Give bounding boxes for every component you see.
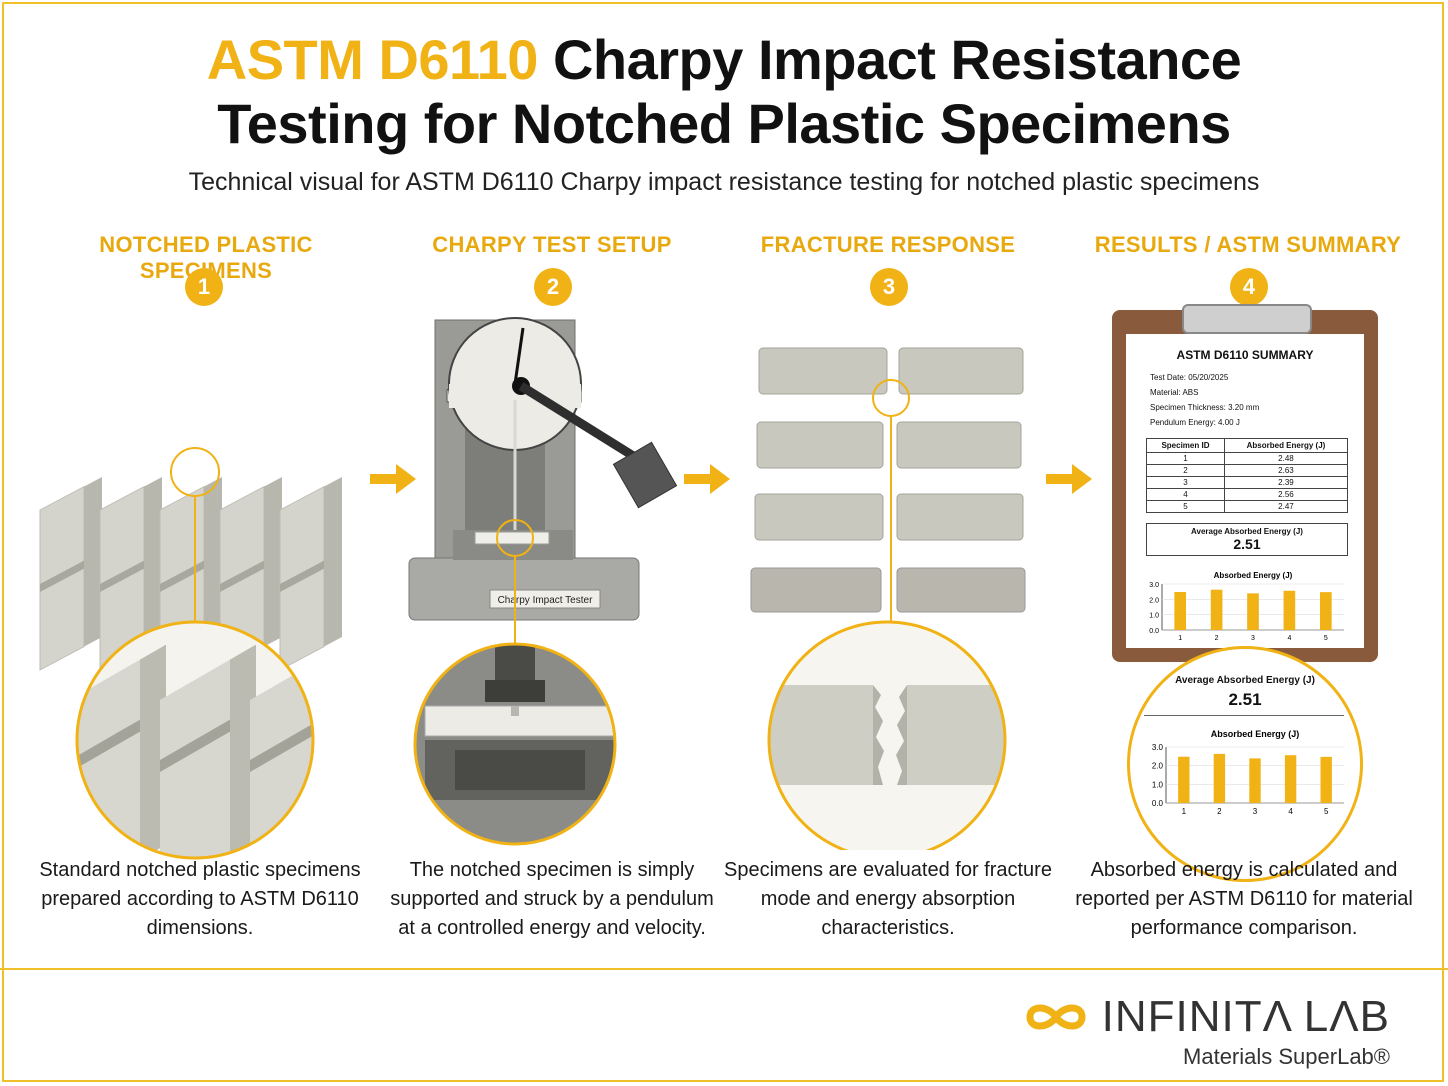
average-label: Average Absorbed Energy (J) [1191, 527, 1303, 536]
small-bar-chart: Absorbed Energy (J) 3.0 2.0 1.0 0.0 1 2 3 4 5 [1149, 571, 1344, 642]
fracture-illustration [750, 347, 1026, 850]
x-tick-label: 1 [1182, 807, 1187, 816]
x-tick-label: 5 [1324, 635, 1328, 642]
chart-title: Absorbed Energy (J) [1214, 571, 1293, 580]
step-4-number: 4 [1230, 268, 1268, 306]
zoom-average-value: 2.51 [1228, 690, 1262, 709]
step-3-caption: Specimens are evaluated for fracture mod… [724, 859, 1052, 939]
table-header-row: Specimen ID Absorbed Energy (J) [1146, 438, 1349, 453]
fractured-specimens [750, 347, 1026, 613]
table-header-absorbed-energy: Absorbed Energy (J) [1223, 438, 1349, 453]
x-tick-label: 1 [1178, 635, 1182, 642]
bar [1210, 589, 1223, 630]
table-row: 1 2.48 [1146, 452, 1349, 465]
average-box: Average Absorbed Energy (J) 2.51 [1146, 523, 1348, 556]
table-row: 2 2.63 [1146, 464, 1349, 477]
summary-material: Material: ABS [1150, 388, 1199, 397]
step-2-number: 2 [534, 268, 572, 306]
summary-heading: ASTM D6110 SUMMARY [1176, 348, 1314, 362]
step-4-label: RESULTS / ASTM SUMMARY [1094, 232, 1402, 257]
infinity-icon [1026, 1004, 1086, 1030]
notch-zoom-circle [75, 620, 315, 860]
summary-thickness: Specimen Thickness: 3.20 mm [1150, 403, 1260, 412]
arrow-right-icon [1046, 464, 1092, 494]
y-tick-label: 0.0 [1149, 628, 1159, 635]
specimen-bars [39, 477, 342, 671]
bar [1320, 756, 1332, 803]
bar [1319, 592, 1332, 630]
clipboard-clip [1182, 304, 1312, 334]
title-accent: ASTM D6110 [206, 28, 539, 91]
y-tick-label: 1.0 [1149, 613, 1159, 620]
clipboard: ASTM D6110 SUMMARY Test Date: 05/20/2025… [1112, 304, 1378, 662]
pendulum-hammer [612, 441, 678, 509]
brand-logo: INFINITΛ LΛB Materials SuperLab® [1024, 992, 1390, 1070]
step-2-caption: The notched specimen is simply supported… [390, 859, 714, 939]
fracture-zoom-circle [767, 620, 1007, 850]
step-3-label: FRACTURE RESPONSE [760, 232, 1016, 257]
fracture-highlight [872, 379, 910, 417]
summary-test-date: Test Date: 05/20/2025 [1150, 373, 1229, 382]
x-tick-label: 5 [1324, 807, 1329, 816]
bar [1249, 758, 1261, 803]
table-row: 3 2.39 [1146, 476, 1349, 489]
step-1-caption: Standard notched plastic specimens prepa… [39, 859, 361, 939]
y-tick-label: 1.0 [1152, 780, 1164, 789]
tester-base [408, 557, 640, 621]
step-3-number: 3 [870, 268, 908, 306]
arrow-right-icon [370, 464, 416, 494]
page-subtitle: Technical visual for ASTM D6110 Charpy i… [188, 168, 1260, 196]
charpy-tester-illustration: Charpy Impact Tester [408, 317, 678, 846]
step-4-caption: Absorbed energy is calculated and report… [1075, 859, 1413, 939]
anvil-zoom-circle [413, 642, 617, 846]
specimens-illustration [39, 447, 342, 860]
y-tick-label: 3.0 [1149, 582, 1159, 589]
x-tick-label: 2 [1217, 807, 1222, 816]
page-title: ASTM D6110 Charpy Impact Resistance Test… [0, 28, 1448, 156]
y-tick-label: 3.0 [1152, 743, 1164, 752]
tester-label: Charpy Impact Tester [498, 595, 594, 606]
brand-tagline: Materials SuperLab® [1183, 1044, 1390, 1069]
x-tick-label: 4 [1288, 807, 1293, 816]
footer-divider [0, 968, 1448, 970]
bar [1174, 591, 1187, 630]
average-value: 2.51 [1233, 536, 1261, 552]
x-tick-label: 4 [1287, 635, 1291, 642]
y-tick-label: 0.0 [1152, 799, 1164, 808]
bar [1284, 755, 1297, 803]
chart-title: Absorbed Energy (J) [1211, 729, 1300, 739]
bar [1247, 593, 1259, 630]
x-tick-label: 3 [1251, 635, 1255, 642]
x-tick-label: 2 [1215, 635, 1219, 642]
notch-highlight [170, 447, 220, 497]
table-row: 5 2.47 [1146, 500, 1349, 513]
y-tick-label: 2.0 [1149, 597, 1159, 604]
title-line1: Charpy Impact Resistance [537, 28, 1242, 91]
table-row: 4 2.56 [1146, 488, 1349, 501]
step-1-number: 1 [185, 268, 223, 306]
zoom-average-label: Average Absorbed Energy (J) [1175, 675, 1315, 686]
arrow-right-icon [684, 464, 730, 494]
title-line2: Testing for Notched Plastic Specimens [217, 92, 1231, 155]
step-2-label: CHARPY TEST SETUP [432, 232, 672, 257]
table-header-specimen-id: Specimen ID [1146, 438, 1225, 453]
pendulum-arm [518, 382, 646, 466]
y-tick-label: 2.0 [1152, 762, 1164, 771]
bar [1213, 753, 1226, 803]
x-tick-label: 3 [1253, 807, 1258, 816]
summary-pendulum: Pendulum Energy: 4.00 J [1150, 418, 1240, 427]
results-zoom-circle: Average Absorbed Energy (J) 2.51 Absorbe… [1127, 646, 1363, 882]
brand-name: INFINITΛ LΛB [1101, 992, 1390, 1041]
bar [1283, 590, 1296, 630]
bar [1178, 756, 1190, 803]
specimen-on-anvil [474, 531, 550, 545]
summary-sheet: ASTM D6110 SUMMARY Test Date: 05/20/2025… [1126, 334, 1364, 648]
zoom-bar-chart: Absorbed Energy (J) 3.0 2.0 1.0 0.0 1 2 3 4 5 [1152, 729, 1344, 816]
